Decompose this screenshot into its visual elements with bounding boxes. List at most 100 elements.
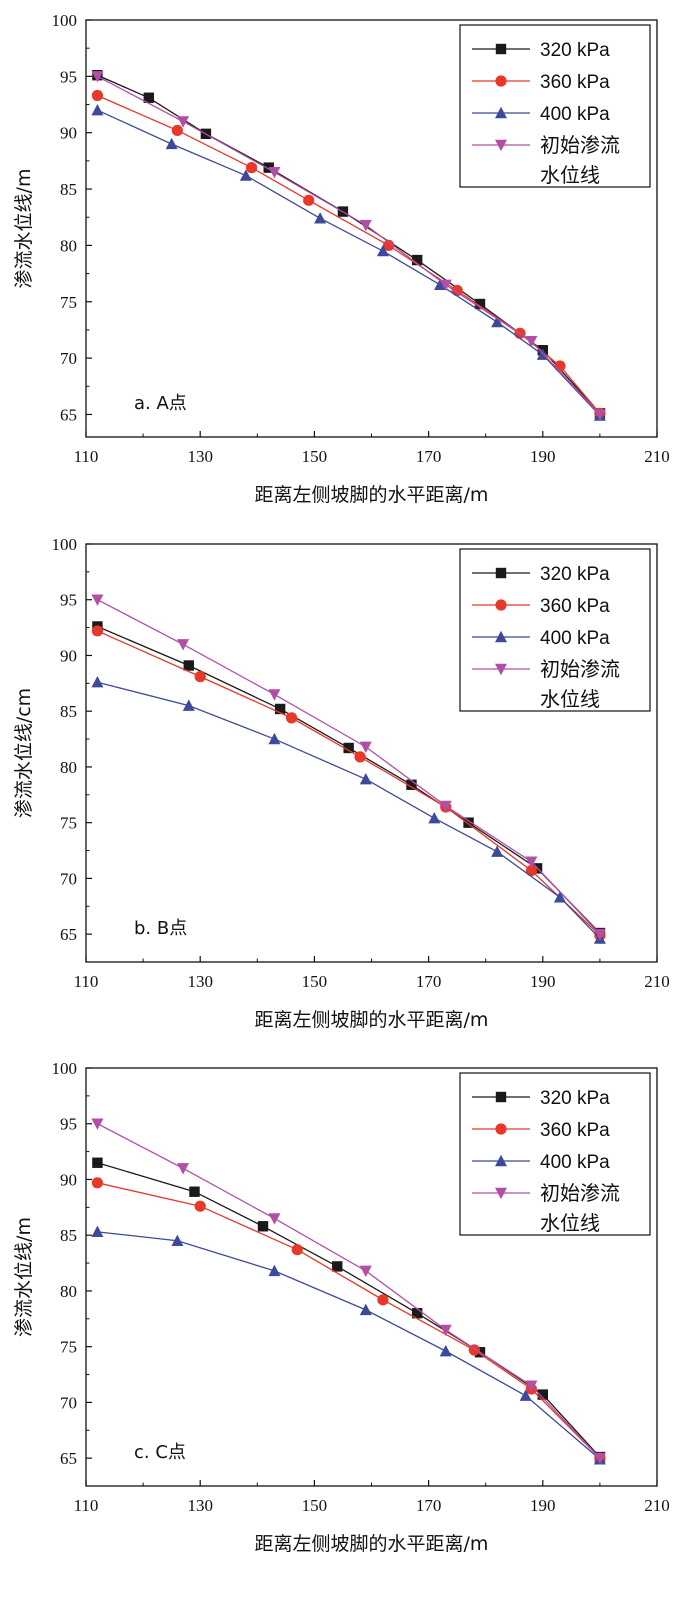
data-point	[439, 279, 452, 292]
data-point	[428, 812, 441, 824]
data-point	[91, 89, 104, 102]
legend-marker	[495, 630, 507, 643]
legend-box	[459, 1072, 651, 1236]
data-point	[268, 689, 281, 701]
legend-box	[459, 24, 651, 188]
data-point	[91, 71, 104, 83]
legend-marker	[495, 599, 507, 611]
legend-marker	[495, 43, 507, 55]
y-tick-label: 80	[60, 236, 77, 255]
data-point	[411, 254, 423, 266]
y-tick-label: 80	[60, 1282, 77, 1301]
legend-item: 400 kPa	[472, 104, 610, 125]
panel-label: c. C点	[134, 1442, 186, 1463]
legend-label: 水位线	[540, 163, 600, 187]
y-tick-label: 90	[60, 646, 77, 665]
legend-label: 400 kPa	[540, 1152, 610, 1173]
x-tick-label: 170	[416, 972, 442, 991]
data-point	[263, 162, 274, 173]
x-tick-label: 150	[302, 972, 328, 991]
data-point	[593, 1452, 606, 1465]
legend-item: 360 kPa	[472, 1120, 610, 1141]
data-point	[177, 116, 190, 128]
x-tick-label: 210	[644, 972, 670, 991]
y-tick-label: 100	[52, 535, 78, 554]
legend-box	[459, 548, 651, 712]
x-tick-label: 150	[302, 1496, 328, 1515]
chart-panel-2: 110 130 150 170 190 210 65 70 75 80 85 90 95 100 距离左侧坡…	[13, 535, 670, 1031]
data-point	[343, 742, 354, 754]
data-point	[439, 1344, 452, 1357]
series-3	[91, 676, 606, 944]
data-point	[182, 699, 195, 711]
data-point	[434, 278, 447, 291]
legend-item: 320 kPa	[472, 1088, 610, 1109]
legend-label: 360 kPa	[540, 72, 610, 93]
data-point	[377, 1294, 389, 1306]
legend-label: 初始渗流	[540, 657, 620, 681]
data-point	[439, 1324, 452, 1337]
legend-label: 320 kPa	[540, 1088, 610, 1109]
data-point	[314, 212, 327, 224]
y-tick-label: 65	[60, 1449, 77, 1468]
legend-label: 320 kPa	[540, 40, 610, 61]
y-tick-label: 85	[60, 702, 77, 721]
data-point	[91, 594, 104, 606]
series-line	[97, 681, 601, 940]
data-point	[491, 315, 504, 328]
legend-label: 360 kPa	[540, 596, 610, 617]
x-tick-label: 210	[644, 1496, 670, 1515]
series-4	[91, 71, 606, 421]
data-point	[189, 1186, 200, 1197]
x-axis-title: 距离左侧坡脚的水平距离/m	[255, 1533, 489, 1555]
data-point	[274, 703, 286, 715]
data-point	[463, 817, 474, 828]
data-point	[285, 712, 298, 724]
data-point	[91, 1225, 104, 1238]
x-tick-label: 190	[530, 1496, 556, 1515]
data-point	[411, 1308, 423, 1319]
y-axis-title: 渗流水位线/m	[13, 169, 35, 289]
data-point	[359, 219, 372, 232]
y-tick-label: 95	[60, 1115, 77, 1134]
legend-label: 初始渗流	[540, 133, 620, 157]
panel-label: a. A点	[134, 393, 187, 414]
y-tick-label: 70	[60, 349, 77, 368]
y-tick-label: 100	[52, 1059, 78, 1078]
data-point	[525, 864, 537, 877]
data-point	[92, 1157, 103, 1168]
x-tick-label: 130	[187, 447, 213, 466]
y-tick-label: 95	[60, 67, 77, 86]
data-point	[268, 166, 281, 179]
legend-item: 360 kPa	[472, 596, 610, 617]
y-tick-label: 95	[60, 591, 77, 610]
data-point	[553, 891, 566, 903]
y-tick-label: 90	[60, 124, 77, 143]
data-point	[439, 800, 452, 813]
x-tick-label: 210	[644, 447, 670, 466]
x-tick-label: 130	[187, 1496, 213, 1515]
legend-label: 360 kPa	[540, 1120, 610, 1141]
data-point	[91, 676, 104, 688]
y-tick-label: 70	[60, 1393, 77, 1412]
data-point	[143, 92, 155, 103]
data-point	[183, 660, 194, 671]
chart-panel-3: 110 130 150 170 190 210 65 70 75 80 85 90 95 100 距离左侧坡…	[13, 1059, 670, 1555]
data-point	[525, 336, 538, 348]
data-point	[376, 244, 389, 257]
y-tick-label: 65	[60, 925, 77, 944]
x-axis-title: 距离左侧坡脚的水平距离/m	[255, 484, 489, 506]
y-axis-title: 渗流水位线/cm	[13, 688, 35, 818]
data-point	[268, 1264, 281, 1277]
x-tick-label: 150	[302, 447, 328, 466]
x-tick-label: 110	[74, 972, 99, 991]
y-tick-label: 90	[60, 1170, 77, 1189]
data-point	[268, 732, 281, 745]
series-4	[91, 1118, 606, 1465]
legend-item: 320 kPa	[472, 564, 610, 585]
legend-marker	[495, 1187, 507, 1200]
